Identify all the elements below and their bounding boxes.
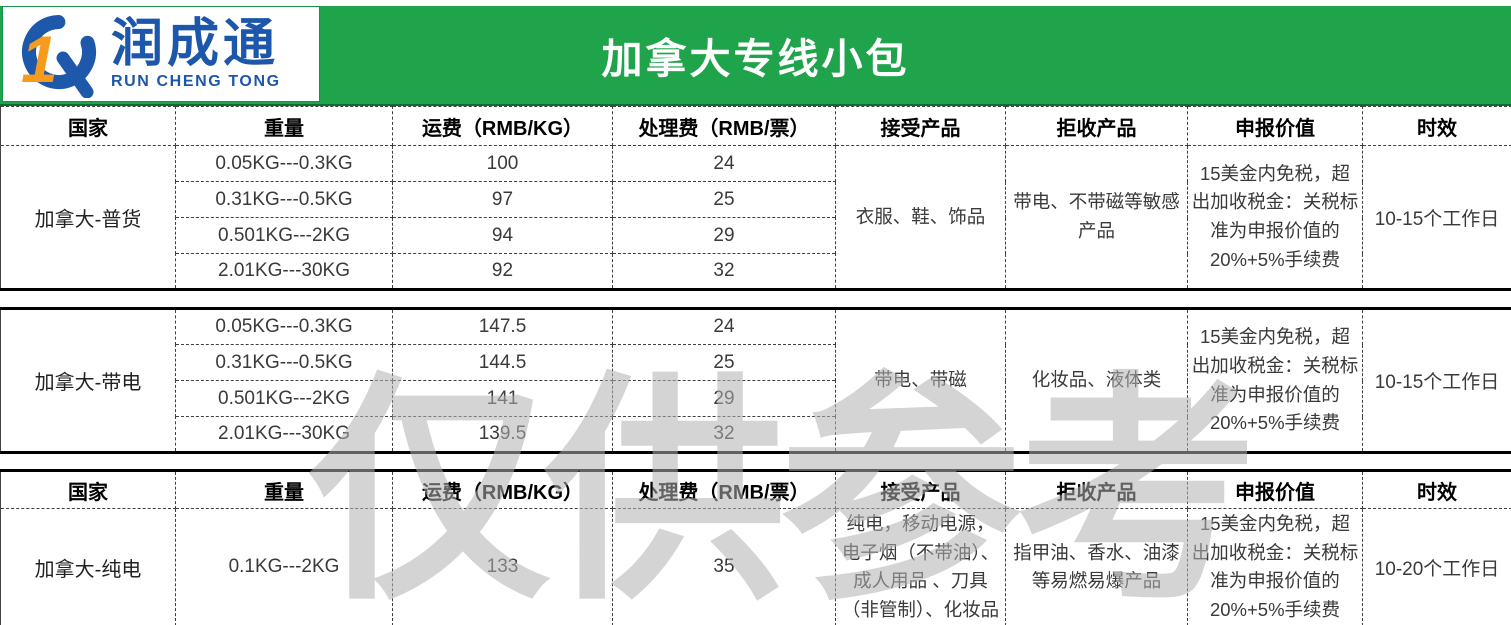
table-row: 0.31KG---0.5KG 144.5 25 [1,344,1511,381]
cell-weight: 0.501KG---2KG [175,380,393,417]
cell-rejected: 指甲油、香水、油漆等易燃易爆产品 [1005,508,1188,625]
header-cell-handling: 处理费（RMB/票） [612,470,836,509]
cell-handling: 32 [612,416,836,453]
cell-weight: 0.05KG---0.3KG [175,145,393,182]
header-cell-time: 时效 [1362,106,1511,146]
cell-handling: 32 [612,253,836,290]
cell-declared: 15美金内免税，超出加收税金：关税标准为申报价值的20%+5%手续费 [1187,308,1363,453]
table-row: 加拿大-纯电 0.1KG---2KG 133 35 纯电，移动电源，电子烟（不带… [0,508,1511,625]
cell-freight: 139.5 [392,416,613,453]
cell-country: 加拿大-带电 [0,308,176,453]
cell-handling: 24 [612,145,836,182]
cell-country: 加拿大-纯电 [0,508,176,625]
cell-rejected: 化妆品、液体类 [1005,308,1188,453]
cell-weight: 0.501KG---2KG [175,217,393,254]
cell-accepted: 纯电，移动电源，电子烟（不带油）、成人用品 、刀具（非管制）、化妆品 [835,508,1006,625]
cell-handling: 25 [612,344,836,381]
cell-weight: 0.31KG---0.5KG [175,181,393,218]
table-row: 加拿大-带电 0.05KG---0.3KG 147.5 24 带电、带磁 化妆品… [0,308,1511,453]
header-cell-handling: 处理费（RMB/票） [612,106,836,146]
cell-accepted: 衣服、鞋、饰品 [835,145,1006,290]
header-cell-time: 时效 [1362,470,1511,509]
cell-freight: 147.5 [392,308,613,345]
svg-text:1: 1 [21,22,58,96]
header-cell-freight: 运费（RMB/KG） [392,470,613,509]
cell-declared: 15美金内免税，超出加收税金：关税标准为申报价值的20%+5%手续费 [1187,145,1363,290]
cell-freight: 144.5 [392,344,613,381]
logo-r-icon: 1 [21,15,96,98]
cell-country: 加拿大-普货 [0,145,176,290]
cell-freight: 97 [392,181,613,218]
cell-accepted: 带电、带磁 [835,308,1006,453]
table-header-row: 国家 重量 运费（RMB/KG） 处理费（RMB/票） 接受产品 拒收产品 申报… [0,106,1511,146]
header-cell-weight: 重量 [175,470,393,509]
cell-declared: 15美金内免税，超出加收税金：关税标准为申报价值的20%+5%手续费 [1187,508,1363,625]
rate-table-pure-battery: 国家 重量 运费（RMB/KG） 处理费（RMB/票） 接受产品 拒收产品 申报… [0,469,1511,625]
header-cell-rejected: 拒收产品 [1005,470,1188,509]
table-row: 2.01KG---30KG 139.5 32 [1,416,1511,453]
cell-handling: 29 [612,217,836,254]
header-cell-declared: 申报价值 [1187,470,1363,509]
cell-handling: 25 [612,181,836,218]
cell-handling: 35 [612,508,836,625]
table-row: 加拿大-普货 0.05KG---0.3KG 100 24 衣服、鞋、饰品 带电、… [0,145,1511,290]
cell-rejected: 带电、不带磁等敏感产品 [1005,145,1188,290]
banner: 加拿大专线小包 1 润成通 RUN CHENG TONG [0,6,1511,106]
header-cell-freight: 运费（RMB/KG） [392,106,613,146]
cell-time: 10-15个工作日 [1362,145,1511,290]
table-row: 0.501KG---2KG 141 29 [1,380,1511,417]
table-row: 2.01KG---30KG 92 32 [1,253,1511,290]
rate-table-battery: 加拿大-带电 0.05KG---0.3KG 147.5 24 带电、带磁 化妆品… [0,307,1511,454]
cell-weight: 0.31KG---0.5KG [175,344,393,381]
cell-weight: 2.01KG---30KG [175,416,393,453]
page-title: 加拿大专线小包 [601,36,910,82]
cell-freight: 100 [392,145,613,182]
cell-handling: 24 [612,308,836,345]
brand-name-en: RUN CHENG TONG [111,72,281,90]
header-cell-accepted: 接受产品 [835,470,1006,509]
brand-name-cn: 润成通 [111,15,280,74]
table-header-row: 国家 重量 运费（RMB/KG） 处理费（RMB/票） 接受产品 拒收产品 申报… [0,470,1511,509]
cell-weight: 0.1KG---2KG [175,508,393,625]
cell-time: 10-20个工作日 [1362,508,1511,625]
cell-freight: 133 [392,508,613,625]
company-logo: 1 润成通 RUN CHENG TONG [2,6,320,102]
table-row: 0.501KG---2KG 94 29 [1,217,1511,254]
header-cell-country: 国家 [0,470,176,509]
rate-table-general: 国家 重量 运费（RMB/KG） 处理费（RMB/票） 接受产品 拒收产品 申报… [0,106,1511,291]
cell-time: 10-15个工作日 [1362,308,1511,453]
logo-text: 润成通 RUN CHENG TONG [111,17,281,91]
header-cell-weight: 重量 [175,106,393,146]
cell-freight: 141 [392,380,613,417]
cell-freight: 92 [392,253,613,290]
cell-weight: 2.01KG---30KG [175,253,393,290]
header-cell-declared: 申报价值 [1187,106,1363,146]
header-cell-rejected: 拒收产品 [1005,106,1188,146]
cell-weight: 0.05KG---0.3KG [175,308,393,345]
header-cell-country: 国家 [0,106,176,146]
cell-freight: 94 [392,217,613,254]
cell-handling: 29 [612,380,836,417]
header-cell-accepted: 接受产品 [835,106,1006,146]
table-row: 0.31KG---0.5KG 97 25 [1,181,1511,218]
